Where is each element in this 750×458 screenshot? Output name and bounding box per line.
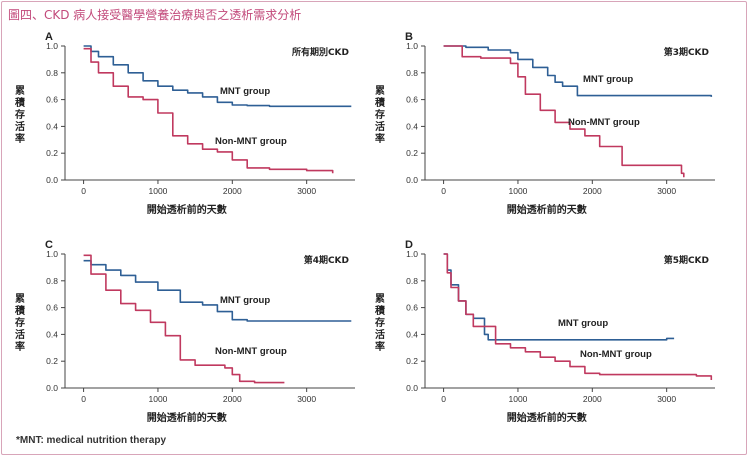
panel-corner-label: 第3期CKD bbox=[664, 46, 709, 58]
y-tick-label: 0.6 bbox=[46, 303, 58, 313]
series-label-mnt: MNT group bbox=[558, 318, 608, 329]
y-tick-label: 0.2 bbox=[406, 356, 418, 366]
series-label-non-mnt: Non-MNT group bbox=[580, 349, 652, 360]
figure-title: 圖四、CKD 病人接受醫學營養治療與否之透析需求分析 bbox=[8, 8, 302, 22]
y-tick-label: 0.2 bbox=[46, 148, 58, 158]
x-tick-label: 2000 bbox=[583, 186, 602, 196]
panel-letter: D bbox=[405, 239, 413, 251]
y-tick-label: 0.4 bbox=[46, 329, 58, 339]
y-axis-label: 累積存活率 bbox=[14, 293, 26, 353]
series-label-non-mnt: Non-MNT group bbox=[568, 117, 640, 128]
y-tick-label: 0.8 bbox=[46, 276, 58, 286]
y-tick-label: 0.0 bbox=[406, 175, 418, 185]
y-tick-label: 0.0 bbox=[46, 175, 58, 185]
footnote: *MNT: medical nutrition therapy bbox=[16, 435, 167, 446]
series-line-non-mnt bbox=[83, 47, 334, 174]
series-label-mnt: MNT group bbox=[220, 295, 270, 306]
panel-corner-label: 所有期別CKD bbox=[292, 46, 349, 58]
y-tick-label: 1.0 bbox=[406, 249, 418, 259]
x-tick-label: 0 bbox=[441, 394, 446, 404]
y-tick-label: 0.4 bbox=[406, 329, 418, 339]
x-tick-label: 2000 bbox=[223, 394, 242, 404]
x-axis-label: 開始透析前的天數 bbox=[507, 411, 587, 424]
panel-letter: B bbox=[405, 31, 413, 43]
x-tick-label: 3000 bbox=[657, 394, 676, 404]
series-label-non-mnt: Non-MNT group bbox=[215, 346, 287, 357]
x-axis-label: 開始透析前的天數 bbox=[507, 203, 587, 216]
y-axis-label: 累積存活率 bbox=[374, 85, 386, 145]
y-tick-label: 0.2 bbox=[46, 356, 58, 366]
y-tick-label: 0.4 bbox=[46, 121, 58, 131]
chart-panel-d: 0.0 0.2 0.4 0.6 0.8 1.0 0 1000 2000 3000 D 第5期CKD 開始… bbox=[374, 239, 715, 424]
y-tick-label: 0.6 bbox=[406, 95, 418, 105]
series-line-mnt bbox=[83, 45, 352, 108]
series-label-non-mnt: Non-MNT group bbox=[215, 136, 287, 147]
x-tick-label: 1000 bbox=[508, 186, 527, 196]
km-charts: 0.0 0.2 0.4 0.6 0.8 1.0 0 1000 2000 3000 A 所有期別CKD 開… bbox=[14, 31, 715, 424]
panel-corner-label: 第4期CKD bbox=[304, 254, 349, 266]
series-label-mnt: MNT group bbox=[220, 86, 270, 97]
series-line-mnt bbox=[443, 45, 713, 97]
x-tick-label: 0 bbox=[441, 186, 446, 196]
series-line-non-mnt bbox=[83, 254, 285, 384]
y-tick-label: 1.0 bbox=[46, 249, 58, 259]
x-tick-label: 3000 bbox=[297, 186, 316, 196]
series-label-mnt: MNT group bbox=[583, 74, 633, 85]
y-tick-label: 0.2 bbox=[406, 148, 418, 158]
panel-letter: A bbox=[45, 31, 53, 43]
x-tick-label: 3000 bbox=[297, 394, 316, 404]
x-tick-label: 1000 bbox=[148, 186, 167, 196]
y-axis-label: 累積存活率 bbox=[14, 85, 26, 145]
x-axis-label: 開始透析前的天數 bbox=[147, 203, 227, 216]
y-tick-label: 0.8 bbox=[406, 276, 418, 286]
y-tick-label: 0.0 bbox=[46, 383, 58, 393]
x-tick-label: 1000 bbox=[508, 394, 527, 404]
y-tick-label: 0.8 bbox=[406, 68, 418, 78]
y-axis-label: 累積存活率 bbox=[374, 293, 386, 353]
x-tick-label: 0 bbox=[81, 186, 86, 196]
x-tick-label: 2000 bbox=[583, 394, 602, 404]
series-line-non-mnt bbox=[443, 253, 713, 380]
y-tick-label: 1.0 bbox=[406, 41, 418, 51]
y-tick-label: 1.0 bbox=[46, 41, 58, 51]
series-line-mnt bbox=[83, 259, 352, 322]
chart-panel-c: 0.0 0.2 0.4 0.6 0.8 1.0 0 1000 2000 3000 C 第4期CKD 開始… bbox=[14, 239, 355, 424]
y-tick-label: 0.8 bbox=[46, 68, 58, 78]
y-tick-label: 0.6 bbox=[406, 303, 418, 313]
x-axis-label: 開始透析前的天數 bbox=[147, 411, 227, 424]
x-tick-label: 3000 bbox=[657, 186, 676, 196]
x-tick-label: 0 bbox=[81, 394, 86, 404]
x-tick-label: 2000 bbox=[223, 186, 242, 196]
panel-corner-label: 第5期CKD bbox=[664, 254, 709, 266]
x-tick-label: 1000 bbox=[148, 394, 167, 404]
y-tick-label: 0.6 bbox=[46, 95, 58, 105]
y-tick-label: 0.4 bbox=[406, 121, 418, 131]
panel-letter: C bbox=[45, 239, 53, 251]
series-line-non-mnt bbox=[443, 45, 685, 178]
y-tick-label: 0.0 bbox=[406, 383, 418, 393]
chart-panel-a: 0.0 0.2 0.4 0.6 0.8 1.0 0 1000 2000 3000 A 所有期別CKD 開… bbox=[14, 31, 355, 216]
chart-panel-b: 0.0 0.2 0.4 0.6 0.8 1.0 0 1000 2000 3000 B 第3期CKD 開始… bbox=[374, 31, 715, 216]
